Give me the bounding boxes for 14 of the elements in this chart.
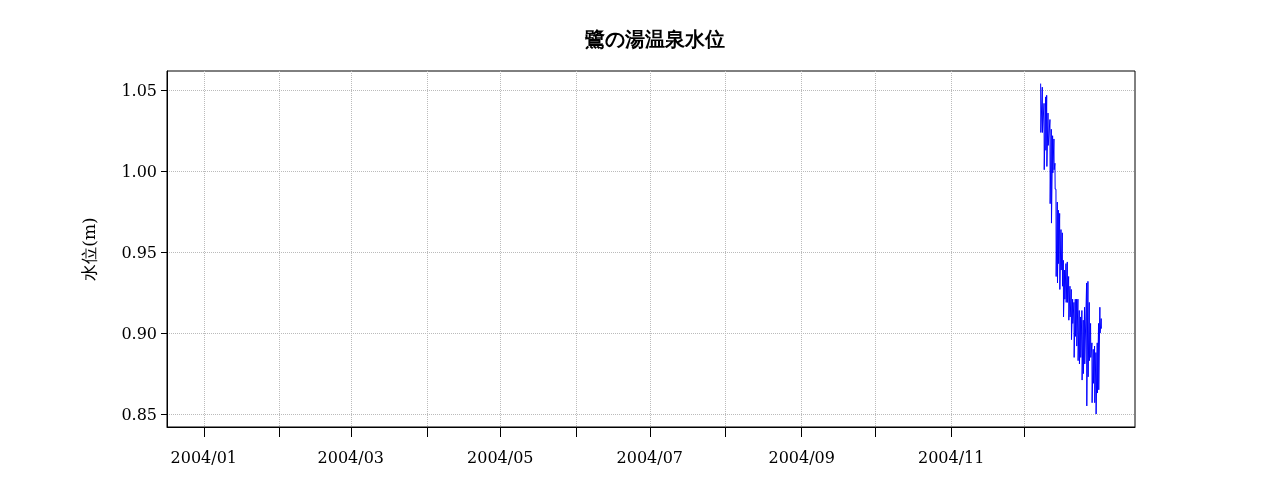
y-tick-label: 1.00 <box>121 161 157 181</box>
y-tick-label: 1.05 <box>121 80 157 100</box>
y-axis-title: 水位(m) <box>78 217 99 281</box>
chart-title: 鷺の湯温泉水位 <box>584 27 725 51</box>
x-tick-label: 2004/01 <box>170 447 237 467</box>
x-tick-label: 2004/05 <box>467 447 534 467</box>
line-series <box>1040 83 1102 415</box>
x-tick-label: 2004/07 <box>616 447 684 467</box>
x-tick-label: 2004/11 <box>917 447 985 467</box>
y-tick-label: 0.95 <box>121 242 157 262</box>
x-tick-label: 2004/09 <box>768 447 835 467</box>
y-tick-label: 0.85 <box>121 404 157 424</box>
y-tick-label: 0.90 <box>121 323 157 343</box>
x-tick-label: 2004/03 <box>317 447 385 467</box>
